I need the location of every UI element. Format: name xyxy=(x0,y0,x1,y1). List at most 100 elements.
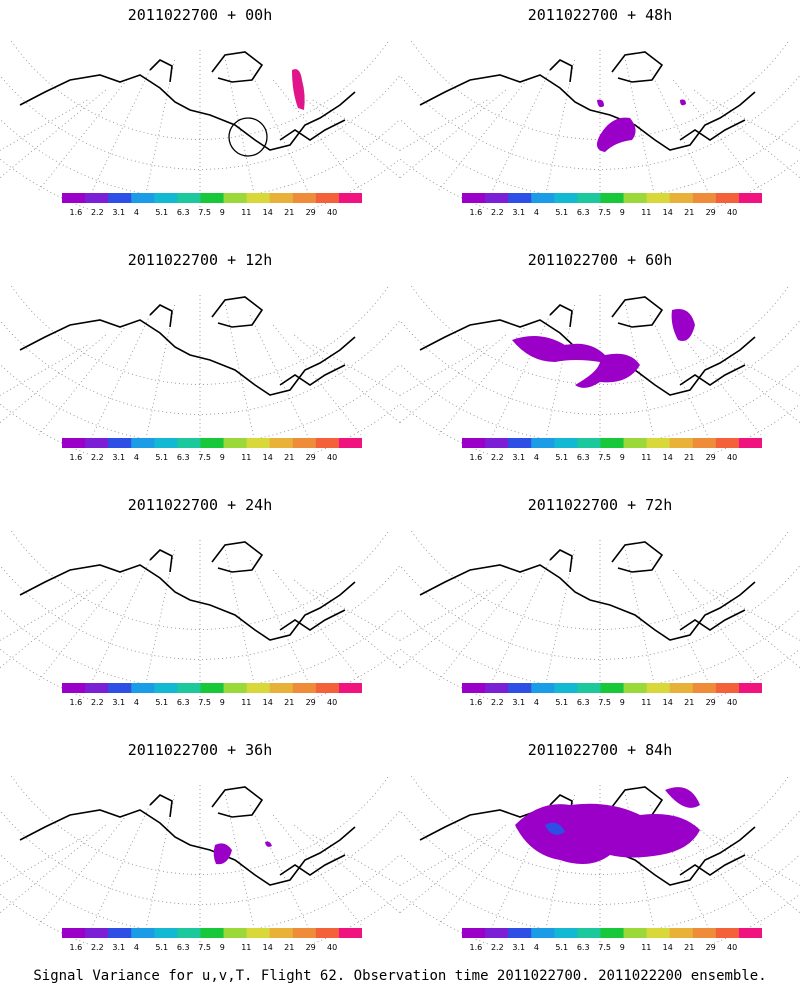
meridian-gridline xyxy=(249,804,311,932)
colorbar-label: 2.2 xyxy=(91,208,104,217)
colorbar-swatch xyxy=(738,193,762,203)
coastline xyxy=(19,541,356,641)
latitude-gridline xyxy=(400,158,800,210)
colorbar-label: 1.6 xyxy=(70,943,83,952)
colorbar-swatch xyxy=(646,683,671,693)
polar-map xyxy=(400,775,800,945)
colorbar-label: 11 xyxy=(641,943,651,952)
variance-region xyxy=(596,117,636,152)
colorbar-swatch xyxy=(692,438,717,448)
colorbar-label: 9 xyxy=(620,208,625,217)
colorbar-label: 1.6 xyxy=(70,453,83,462)
colorbar-label: 5.1 xyxy=(555,698,568,707)
colorbar-label: 2.2 xyxy=(91,698,104,707)
colorbar-label: 21 xyxy=(284,698,294,707)
meridian-gridline xyxy=(312,99,400,151)
colorbar-label: 5.1 xyxy=(555,208,568,217)
latitude-gridline xyxy=(400,893,800,945)
colorbar-label: 14 xyxy=(263,698,273,707)
meridian-gridline xyxy=(294,89,400,179)
colorbar-label: 14 xyxy=(263,453,273,462)
polar-map xyxy=(0,775,400,945)
colorbar-label: 5.1 xyxy=(555,943,568,952)
colorbar-swatch xyxy=(462,683,486,693)
colorbar-label: 6.3 xyxy=(577,698,590,707)
colorbar-label: 3.1 xyxy=(512,453,525,462)
meridian-gridline xyxy=(38,79,128,191)
meridian-gridline xyxy=(438,79,528,191)
colorbar: 1.6 2.2 3.1 4 5.1 6.3 7.5 9 11 14 21 29 40 xyxy=(462,683,762,707)
colorbar-label: 21 xyxy=(284,208,294,217)
meridian-gridline xyxy=(649,69,711,197)
latitude-gridline xyxy=(400,648,800,700)
colorbar-swatch xyxy=(485,928,509,938)
latitude-gridline xyxy=(0,853,400,935)
colorbar-label: 29 xyxy=(706,943,716,952)
colorbar-swatch xyxy=(531,683,555,693)
colorbar-label: 2.2 xyxy=(91,943,104,952)
colorbar-swatch xyxy=(315,928,340,938)
meridian-gridline xyxy=(0,89,106,179)
polar-map xyxy=(0,530,400,700)
meridian-gridline xyxy=(249,559,311,687)
colorbar-label: 4 xyxy=(134,453,139,462)
meridian-gridline xyxy=(438,814,528,926)
panel-title: 2011022700 + 84h xyxy=(527,741,673,759)
colorbar-swatch xyxy=(554,928,578,938)
meridian-gridline xyxy=(624,549,657,693)
meridian-gridline xyxy=(224,549,257,693)
meridian-gridline xyxy=(38,569,128,681)
polar-map xyxy=(400,40,800,210)
panel-title: 2011022700 + 24h xyxy=(127,496,273,514)
colorbar-label: 7.5 xyxy=(198,943,211,952)
colorbar-label: 29 xyxy=(306,453,316,462)
meridian-gridline xyxy=(489,314,551,442)
colorbar-swatch xyxy=(200,438,225,448)
colorbar-swatch xyxy=(223,683,248,693)
meridian-gridline xyxy=(400,589,488,641)
meridian-gridline xyxy=(0,824,106,914)
meridian-gridline xyxy=(0,334,106,424)
meridian-gridline xyxy=(400,344,488,396)
latitude-gridline xyxy=(0,363,400,445)
meridian-gridline xyxy=(224,304,257,448)
latitude-gridline xyxy=(411,775,789,875)
colorbar-label: 3.1 xyxy=(112,208,125,217)
colorbar-swatch xyxy=(485,193,509,203)
colorbar-swatch xyxy=(600,928,625,938)
colorbar: 1.6 2.2 3.1 4 5.1 6.3 7.5 9 11 14 21 29 40 xyxy=(62,193,362,217)
polar-map xyxy=(400,530,800,700)
colorbar-swatch xyxy=(577,928,601,938)
colorbar-label: 6.3 xyxy=(577,208,590,217)
colorbar-swatch xyxy=(669,193,694,203)
colorbar-label: 5.1 xyxy=(155,208,168,217)
meridian-gridline xyxy=(224,794,257,938)
colorbar-swatch xyxy=(292,438,317,448)
colorbar-label: 4 xyxy=(534,453,539,462)
colorbar-swatch xyxy=(577,193,601,203)
panel-title: 2011022700 + 60h xyxy=(527,251,673,269)
colorbar-swatch xyxy=(177,438,201,448)
colorbar-label: 3.1 xyxy=(512,943,525,952)
colorbar-swatch xyxy=(715,193,740,203)
colorbar-label: 6.3 xyxy=(177,453,190,462)
colorbar-swatch xyxy=(200,683,225,693)
colorbar-swatch xyxy=(338,928,362,938)
colorbar-swatch xyxy=(108,438,132,448)
meridian-gridline xyxy=(294,824,400,914)
variance-region xyxy=(265,841,272,847)
meridian-gridline xyxy=(224,59,257,203)
colorbar-swatch xyxy=(246,193,271,203)
colorbar-swatch xyxy=(315,683,340,693)
colorbar-label: 4 xyxy=(534,208,539,217)
latitude-gridline xyxy=(400,403,800,455)
colorbar: 1.6 2.2 3.1 4 5.1 6.3 7.5 9 11 14 21 29 40 xyxy=(62,438,362,462)
colorbar-swatch xyxy=(315,438,340,448)
colorbar-swatch xyxy=(108,928,132,938)
colorbar-label: 7.5 xyxy=(598,453,611,462)
colorbar-label: 5.1 xyxy=(155,943,168,952)
colorbar: 1.6 2.2 3.1 4 5.1 6.3 7.5 9 11 14 21 29 40 xyxy=(462,438,762,462)
meridian-gridline xyxy=(694,334,800,424)
meridian-gridline xyxy=(89,69,151,197)
colorbar-swatch xyxy=(554,683,578,693)
